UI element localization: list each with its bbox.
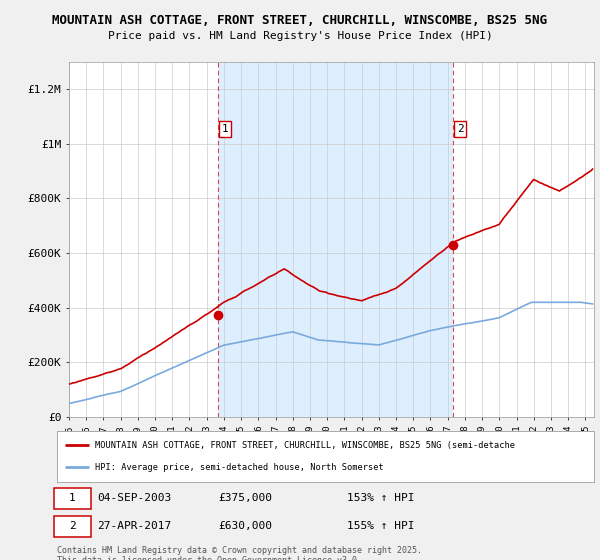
- Bar: [218, 62, 453, 417]
- Text: £375,000: £375,000: [218, 493, 272, 503]
- Text: 153% ↑ HPI: 153% ↑ HPI: [347, 493, 415, 503]
- Text: 1: 1: [221, 124, 229, 134]
- Text: 1: 1: [69, 493, 76, 503]
- Text: 04-SEP-2003: 04-SEP-2003: [97, 493, 172, 503]
- Text: Price paid vs. HM Land Registry's House Price Index (HPI): Price paid vs. HM Land Registry's House …: [107, 31, 493, 41]
- Text: £630,000: £630,000: [218, 521, 272, 531]
- Text: 155% ↑ HPI: 155% ↑ HPI: [347, 521, 415, 531]
- Text: 2: 2: [69, 521, 76, 531]
- Text: 2: 2: [457, 124, 463, 134]
- Text: 27-APR-2017: 27-APR-2017: [97, 521, 172, 531]
- Text: Contains HM Land Registry data © Crown copyright and database right 2025.
This d: Contains HM Land Registry data © Crown c…: [57, 546, 422, 560]
- Text: MOUNTAIN ASH COTTAGE, FRONT STREET, CHURCHILL, WINSCOMBE, BS25 5NG (semi-detache: MOUNTAIN ASH COTTAGE, FRONT STREET, CHUR…: [95, 441, 515, 450]
- Text: MOUNTAIN ASH COTTAGE, FRONT STREET, CHURCHILL, WINSCOMBE, BS25 5NG: MOUNTAIN ASH COTTAGE, FRONT STREET, CHUR…: [53, 14, 548, 27]
- FancyBboxPatch shape: [55, 516, 91, 537]
- FancyBboxPatch shape: [55, 488, 91, 509]
- Text: HPI: Average price, semi-detached house, North Somerset: HPI: Average price, semi-detached house,…: [95, 463, 383, 472]
